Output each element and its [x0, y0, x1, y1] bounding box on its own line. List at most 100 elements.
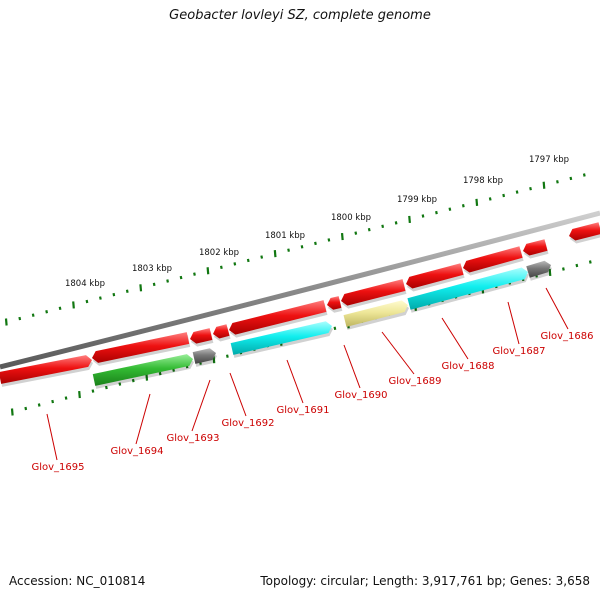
scale-labels: 1797 kbp 1798 kbp 1799 kbp 1800 kbp 1801 kbp… [65, 155, 569, 289]
scale-tick [125, 289, 129, 293]
gene-label-leader [381, 331, 415, 375]
scale-tick [246, 258, 250, 263]
scale-tick [51, 399, 55, 404]
scale-tick [461, 204, 465, 208]
scale-tick [179, 275, 183, 280]
scale-tick [225, 354, 229, 358]
gene-label-leader [286, 359, 304, 404]
gene-1693-arrow [192, 348, 216, 364]
gene-label: Glov_1692 [221, 418, 274, 429]
scale-tick [448, 207, 452, 211]
scale-tick [260, 255, 264, 259]
scale-tick [515, 190, 519, 194]
scale-tick [327, 238, 331, 242]
scale-tick [562, 267, 565, 271]
scale-tick [91, 389, 95, 393]
scale-label: 1804 kbp [65, 279, 105, 289]
gene-1689-upper-arrow [341, 279, 406, 306]
scale-tick [45, 310, 49, 314]
scale-tick [85, 299, 89, 304]
scale-tick [24, 406, 28, 411]
gene-label: Glov_1686 [540, 331, 593, 342]
scale-tick [381, 224, 385, 228]
gene-1694-arrow [92, 354, 193, 386]
gene-small-arrow [213, 324, 230, 339]
genome-stats-text: Topology: circular; Length: 3,917,761 bp… [260, 574, 590, 588]
scale-tick [64, 396, 68, 400]
scale-tick [542, 181, 546, 189]
scale-tick [158, 371, 162, 376]
scale-tick [314, 241, 317, 246]
scale-tick [4, 318, 8, 326]
scale-tick [37, 403, 41, 407]
gene-label-leader [545, 287, 569, 330]
scale-tick [131, 378, 135, 383]
scale-tick [273, 250, 277, 258]
gene-1689-arrow [343, 300, 408, 327]
scale-label: 1800 kbp [331, 213, 371, 223]
gene-label-leader [191, 379, 211, 432]
scale-tick [193, 272, 196, 276]
tick-row-top [4, 173, 586, 326]
gene-features [0, 222, 600, 389]
scale-label: 1798 kbp [463, 176, 503, 186]
scale-tick [435, 210, 438, 215]
gene-label: Glov_1695 [31, 462, 84, 473]
genome-backbone [0, 210, 600, 370]
accession-text: Accession: NC_010814 [9, 574, 146, 588]
scale-tick [206, 267, 210, 275]
scale-tick [78, 390, 81, 399]
gene-label: Glov_1691 [276, 405, 329, 416]
scale-tick [10, 408, 14, 416]
scale-tick [588, 260, 592, 264]
scale-tick [582, 173, 586, 177]
scale-label: 1801 kbp [265, 231, 305, 241]
scale-tick [502, 193, 506, 198]
scale-label: 1802 kbp [199, 248, 239, 258]
scale-tick [421, 214, 425, 218]
gene-label-leader [507, 301, 520, 345]
scale-tick [31, 313, 35, 317]
map-title: Geobacter lovleyi SZ, complete genome [169, 8, 431, 23]
scale-tick [548, 268, 552, 277]
gene-label: Glov_1694 [110, 446, 163, 457]
gene-1691-upper-arrow [229, 300, 327, 335]
scale-tick [233, 262, 237, 266]
gene-small-arrow [327, 296, 342, 310]
scale-tick [72, 301, 75, 309]
scale-tick [354, 231, 358, 235]
gene-label-leader [343, 344, 361, 389]
scale-tick [475, 198, 479, 206]
gene-1687-upper-arrow [463, 246, 523, 273]
scale-tick [58, 306, 62, 311]
gene-1691-arrow [230, 321, 332, 355]
gene-1694-upper-arrow [92, 332, 190, 363]
gene-label: Glov_1687 [492, 346, 545, 357]
scale-tick [166, 279, 169, 283]
gene-label-leader [441, 317, 469, 360]
scale-tick [529, 186, 532, 191]
gene-label: Glov_1693 [166, 433, 219, 444]
scale-tick [408, 215, 411, 224]
scale-label: 1797 kbp [529, 155, 569, 165]
scale-label: 1803 kbp [132, 264, 172, 274]
gene-label: Glov_1690 [334, 390, 387, 401]
gene-edge-arrow [569, 222, 600, 241]
scale-tick [152, 282, 156, 287]
gene-1686-arrow [526, 260, 551, 278]
gene-1688-arrow [407, 267, 528, 310]
gene-1686-upper-arrow [523, 239, 548, 256]
scale-tick [340, 232, 344, 241]
scale-tick [300, 245, 304, 249]
scale-tick [394, 221, 398, 225]
scale-tick [139, 284, 143, 292]
scale-tick [556, 180, 559, 184]
gene-label-leader [46, 413, 58, 461]
scale-tick [118, 382, 122, 386]
gene-labels: Glov_1686Glov_1687Glov_1688Glov_1689Glov… [31, 287, 594, 473]
gene-small-arrow [190, 328, 213, 344]
gene-1688-upper-arrow [406, 263, 464, 289]
scale-tick [18, 316, 22, 321]
gene-label-leader [135, 393, 151, 445]
